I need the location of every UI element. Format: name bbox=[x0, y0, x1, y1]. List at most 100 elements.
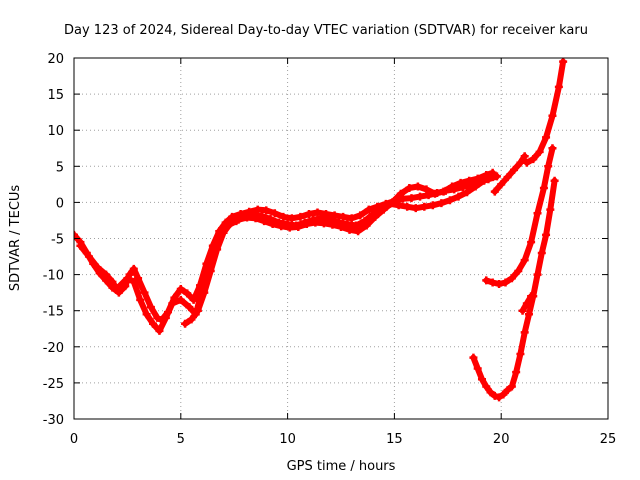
tick-label-layer: 0 5 10 15 20 25 20 15 10 5 0 -5 -10 -15 -20 -25 -30 bbox=[43, 52, 617, 447]
data-point bbox=[260, 217, 269, 226]
data-point bbox=[129, 277, 138, 286]
data-point bbox=[161, 313, 170, 322]
chart-title: Day 123 of 2024, Sidereal Day-to-day VTE… bbox=[64, 23, 588, 38]
data-point bbox=[136, 295, 145, 304]
data-point bbox=[176, 295, 185, 304]
data-point bbox=[482, 276, 491, 285]
data-point bbox=[411, 204, 420, 213]
y-tick-label: -10 bbox=[43, 269, 64, 284]
data-point bbox=[503, 386, 512, 395]
series-6 bbox=[469, 176, 559, 402]
data-point bbox=[394, 201, 403, 210]
data-point bbox=[262, 206, 271, 215]
y-tick-label: -30 bbox=[43, 413, 64, 428]
series-3 bbox=[490, 152, 529, 196]
data-point bbox=[396, 189, 405, 198]
data-point bbox=[482, 382, 491, 391]
x-tick-label: 5 bbox=[177, 432, 185, 447]
data-point bbox=[471, 182, 480, 191]
data-point bbox=[277, 222, 286, 231]
data-point bbox=[356, 211, 365, 220]
y-tick-label: 5 bbox=[56, 160, 64, 175]
data-point bbox=[371, 212, 380, 221]
y-tick-label: -5 bbox=[51, 233, 64, 248]
data-point bbox=[339, 212, 348, 221]
data-point bbox=[501, 278, 510, 287]
x-tick-label: 0 bbox=[70, 432, 78, 447]
data-point bbox=[542, 230, 551, 239]
data-point bbox=[473, 174, 482, 183]
data-point bbox=[294, 222, 303, 231]
data-point bbox=[296, 212, 305, 221]
data-point bbox=[398, 194, 407, 203]
data-point bbox=[234, 215, 243, 224]
data-point bbox=[503, 173, 512, 182]
data-point bbox=[520, 256, 529, 265]
series-2 bbox=[181, 168, 497, 328]
data-point bbox=[422, 185, 431, 194]
data-point bbox=[84, 252, 93, 261]
data-point bbox=[546, 205, 555, 214]
data-point bbox=[428, 201, 437, 210]
data-point bbox=[507, 274, 516, 283]
y-tick-label: -15 bbox=[43, 305, 64, 320]
data-point bbox=[463, 188, 472, 197]
data-point bbox=[477, 375, 486, 384]
series-line bbox=[77, 174, 496, 334]
series-7 bbox=[518, 292, 536, 315]
data-point bbox=[268, 220, 277, 229]
data-point bbox=[176, 285, 185, 294]
data-point bbox=[420, 202, 429, 211]
data-point bbox=[189, 295, 198, 304]
x-tick-label: 25 bbox=[600, 432, 617, 447]
data-point bbox=[146, 303, 155, 312]
data-point bbox=[527, 238, 536, 247]
data-point bbox=[213, 245, 222, 254]
data-point bbox=[456, 178, 465, 187]
series-line bbox=[182, 169, 496, 327]
data-point bbox=[486, 388, 495, 397]
data-point bbox=[510, 165, 519, 174]
data-point bbox=[140, 288, 149, 297]
series-layer bbox=[74, 58, 568, 402]
data-point bbox=[437, 199, 446, 208]
data-point bbox=[364, 205, 373, 214]
data-point bbox=[74, 230, 78, 239]
data-point bbox=[185, 303, 194, 312]
series-5 bbox=[482, 144, 557, 288]
data-point bbox=[149, 319, 158, 328]
data-point bbox=[311, 218, 320, 227]
data-point bbox=[469, 353, 478, 362]
data-point bbox=[93, 263, 102, 272]
data-point bbox=[499, 390, 508, 399]
data-point bbox=[535, 147, 544, 156]
data-point bbox=[219, 228, 228, 237]
data-point bbox=[439, 187, 448, 196]
grid bbox=[74, 58, 608, 419]
data-point bbox=[362, 221, 371, 230]
data-point bbox=[518, 306, 527, 315]
data-point bbox=[550, 176, 559, 185]
y-axis-label: SDTVAR / TECUs bbox=[8, 185, 23, 292]
data-point bbox=[512, 368, 521, 377]
data-point bbox=[527, 292, 536, 301]
data-point bbox=[520, 328, 529, 337]
data-point bbox=[533, 209, 542, 218]
data-point bbox=[187, 315, 196, 324]
data-point bbox=[542, 133, 551, 142]
data-point bbox=[102, 270, 111, 279]
data-point bbox=[302, 220, 311, 229]
data-point bbox=[537, 248, 546, 257]
y-tick-label: -25 bbox=[43, 377, 64, 392]
data-point bbox=[482, 170, 491, 179]
data-point bbox=[379, 205, 388, 214]
data-point bbox=[253, 205, 262, 214]
data-point bbox=[465, 176, 474, 185]
data-point bbox=[243, 213, 252, 222]
data-point bbox=[183, 289, 192, 298]
data-point bbox=[407, 194, 416, 203]
data-point bbox=[548, 111, 557, 120]
data-point bbox=[559, 58, 568, 66]
y-tick-label: 10 bbox=[47, 124, 64, 139]
